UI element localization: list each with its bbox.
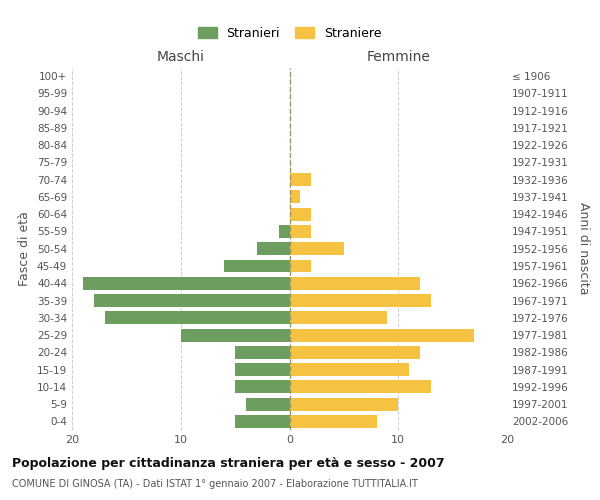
Bar	[246, 398, 290, 410]
Bar	[83, 277, 290, 289]
Bar	[290, 346, 420, 359]
Bar	[290, 328, 475, 342]
Bar	[290, 208, 311, 220]
Text: Femmine: Femmine	[367, 50, 430, 64]
Bar	[290, 380, 431, 394]
Bar	[290, 415, 377, 428]
Bar	[290, 294, 431, 307]
Bar	[235, 363, 290, 376]
Bar	[224, 260, 290, 272]
Bar	[257, 242, 290, 255]
Bar	[290, 190, 301, 203]
Text: Maschi: Maschi	[157, 50, 205, 64]
Text: COMUNE DI GINOSA (TA) - Dati ISTAT 1° gennaio 2007 - Elaborazione TUTTITALIA.IT: COMUNE DI GINOSA (TA) - Dati ISTAT 1° ge…	[12, 479, 418, 489]
Text: Popolazione per cittadinanza straniera per età e sesso - 2007: Popolazione per cittadinanza straniera p…	[12, 458, 445, 470]
Bar	[290, 363, 409, 376]
Bar	[278, 225, 290, 238]
Bar	[181, 328, 290, 342]
Bar	[290, 277, 420, 289]
Bar	[290, 225, 311, 238]
Legend: Stranieri, Straniere: Stranieri, Straniere	[198, 26, 381, 40]
Y-axis label: Anni di nascita: Anni di nascita	[577, 202, 590, 295]
Bar	[290, 260, 311, 272]
Y-axis label: Fasce di età: Fasce di età	[19, 212, 31, 286]
Bar	[235, 415, 290, 428]
Bar	[235, 346, 290, 359]
Bar	[290, 242, 344, 255]
Bar	[290, 312, 388, 324]
Bar	[94, 294, 290, 307]
Bar	[235, 380, 290, 394]
Bar	[104, 312, 290, 324]
Bar	[290, 398, 398, 410]
Bar	[290, 173, 311, 186]
